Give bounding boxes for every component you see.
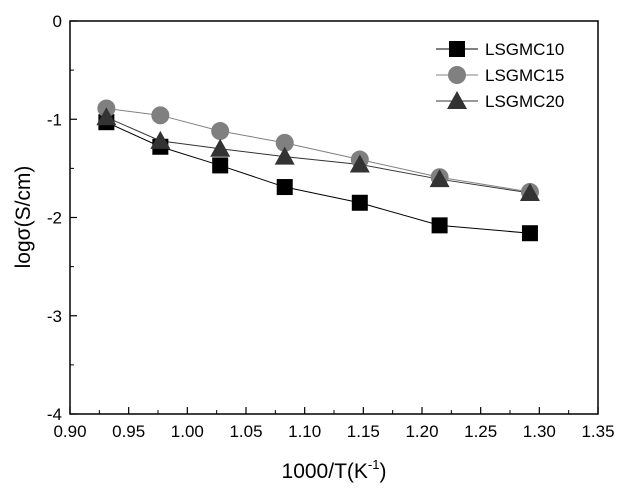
x-tick-label: 1.15: [347, 422, 380, 441]
data-point-lsgmc20: [150, 130, 171, 149]
data-point-lsgmc15: [275, 133, 294, 152]
y-tick-label: -3: [47, 307, 62, 326]
series-lines: [106, 107, 531, 234]
x-tick-label: 1.20: [405, 422, 438, 441]
y-axis-title: logσ(S/cm): [12, 166, 35, 269]
x-tick-label: 1.05: [229, 422, 262, 441]
x-tick-label: 1.25: [464, 422, 497, 441]
data-point-lsgmc20: [349, 154, 370, 173]
series-markers: [96, 99, 540, 242]
legend-label: LSGMC10: [485, 40, 564, 59]
x-tick-label: 1.00: [171, 422, 204, 441]
y-tick-label: 0: [53, 12, 62, 31]
legend-marker: [448, 66, 466, 84]
x-tick-label: 1.30: [523, 422, 556, 441]
legend-marker: [447, 91, 467, 109]
ticks-layer: 0.90 0.95 1.00 1.05 1.10 1.15 1.20 1.25 1.30 1.35…: [47, 12, 615, 441]
data-point-lsgmc15: [211, 122, 230, 141]
data-point-lsgmc20: [519, 182, 540, 201]
x-tick-label: 1.10: [288, 422, 321, 441]
legend-marker: [449, 41, 465, 57]
y-tick-label: -2: [47, 209, 62, 228]
data-point-lsgmc10: [521, 225, 538, 242]
data-point-lsgmc20: [429, 169, 450, 188]
data-point-lsgmc20: [96, 107, 117, 126]
data-point-lsgmc10: [351, 194, 368, 211]
x-tick-label: 0.95: [112, 422, 145, 441]
data-point-lsgmc10: [212, 157, 229, 174]
data-point-lsgmc15: [151, 106, 170, 125]
x-tick-label: 0.90: [53, 422, 86, 441]
legend: LSGMC10 LSGMC15 LSGMC20: [436, 40, 564, 111]
legend-label: LSGMC15: [485, 66, 564, 85]
y-tick-label: -1: [47, 110, 62, 129]
data-point-lsgmc20: [274, 146, 295, 165]
x-axis-title: 1000/T(K-1): [282, 457, 387, 483]
data-point-lsgmc20: [210, 138, 231, 157]
x-tick-label: 1.35: [581, 422, 614, 441]
legend-label: LSGMC20: [485, 92, 564, 111]
y-tick-label: -4: [47, 405, 62, 424]
series-line-lsgmc10: [106, 121, 530, 234]
data-point-lsgmc10: [431, 217, 448, 234]
data-point-lsgmc10: [276, 179, 293, 196]
